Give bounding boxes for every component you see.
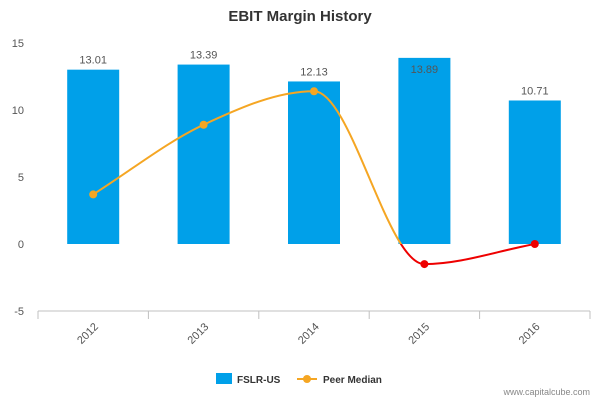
y-tick-label: 0 bbox=[18, 239, 24, 251]
bar-data-label: 13.89 bbox=[411, 64, 439, 76]
legend: FSLR-US Peer Median bbox=[216, 373, 382, 386]
x-tick-label: 2015 bbox=[406, 321, 432, 347]
x-tick-label: 2014 bbox=[296, 321, 322, 347]
x-tick-label: 2013 bbox=[186, 321, 212, 347]
bar-data-label: 12.13 bbox=[300, 66, 328, 78]
bar-data-label: 10.71 bbox=[521, 85, 549, 97]
peer-median-line-segment-negative bbox=[424, 244, 535, 266]
peer-median-point-2013[interactable] bbox=[199, 120, 208, 129]
bar-data-label: 13.01 bbox=[79, 55, 107, 67]
peer-median-line-segment bbox=[92, 123, 205, 196]
legend-swatch-fslr bbox=[216, 373, 232, 384]
plot-area: -5 0 5 10 15 2012 2013 2014 2015 2016 13.01 13.39 12… bbox=[12, 38, 591, 347]
peer-median-line-segment bbox=[203, 90, 315, 126]
legend-label-peer: Peer Median bbox=[323, 375, 382, 386]
bar-fslr-2015[interactable] bbox=[398, 57, 451, 245]
legend-label-fslr: FSLR-US bbox=[237, 375, 281, 386]
y-tick-label: -5 bbox=[14, 306, 24, 318]
credit-text: www.capitalcube.com bbox=[502, 387, 590, 397]
chart-title: EBIT Margin History bbox=[228, 8, 372, 25]
bar-fslr-2014[interactable] bbox=[288, 81, 340, 244]
legend-marker-peer bbox=[303, 375, 311, 383]
peer-median-point-2016[interactable] bbox=[530, 240, 539, 248]
x-tick-label: 2012 bbox=[75, 321, 101, 347]
peer-median-line-segment bbox=[313, 90, 403, 244]
peer-median-point-2014[interactable] bbox=[310, 87, 318, 96]
y-tick-label: 5 bbox=[18, 172, 24, 184]
peer-median-line-segment-negative bbox=[399, 244, 425, 266]
bar-fslr-2016[interactable] bbox=[508, 100, 561, 245]
bar-fslr-2012[interactable] bbox=[67, 69, 120, 244]
bar-data-label: 13.39 bbox=[190, 50, 218, 62]
y-tick-label: 10 bbox=[12, 105, 24, 117]
x-tick-label: 2016 bbox=[517, 321, 543, 347]
y-tick-label: 15 bbox=[12, 38, 24, 50]
bar-fslr-2013[interactable] bbox=[177, 64, 230, 244]
peer-median-point-2015[interactable] bbox=[420, 260, 429, 269]
peer-median-point-2012[interactable] bbox=[89, 190, 98, 199]
